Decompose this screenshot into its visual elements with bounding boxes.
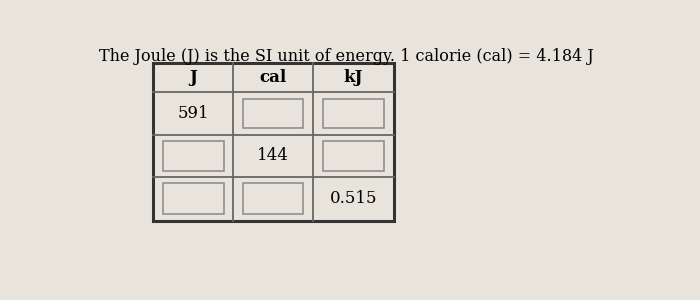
Text: J: J (189, 69, 197, 86)
Bar (163, 184, 223, 214)
Text: 144: 144 (257, 147, 289, 164)
Bar (323, 141, 384, 171)
Bar (153, 63, 393, 221)
Bar (243, 184, 303, 214)
Text: cal: cal (260, 69, 287, 86)
Text: The Joule (J) is the SI unit of energy. 1 calorie (cal) = 4.184 J: The Joule (J) is the SI unit of energy. … (99, 47, 594, 64)
Bar (323, 99, 384, 128)
Text: kJ: kJ (344, 69, 363, 86)
Text: 0.515: 0.515 (330, 190, 377, 207)
Bar (163, 141, 223, 171)
Text: 591: 591 (178, 105, 209, 122)
Bar (243, 99, 303, 128)
